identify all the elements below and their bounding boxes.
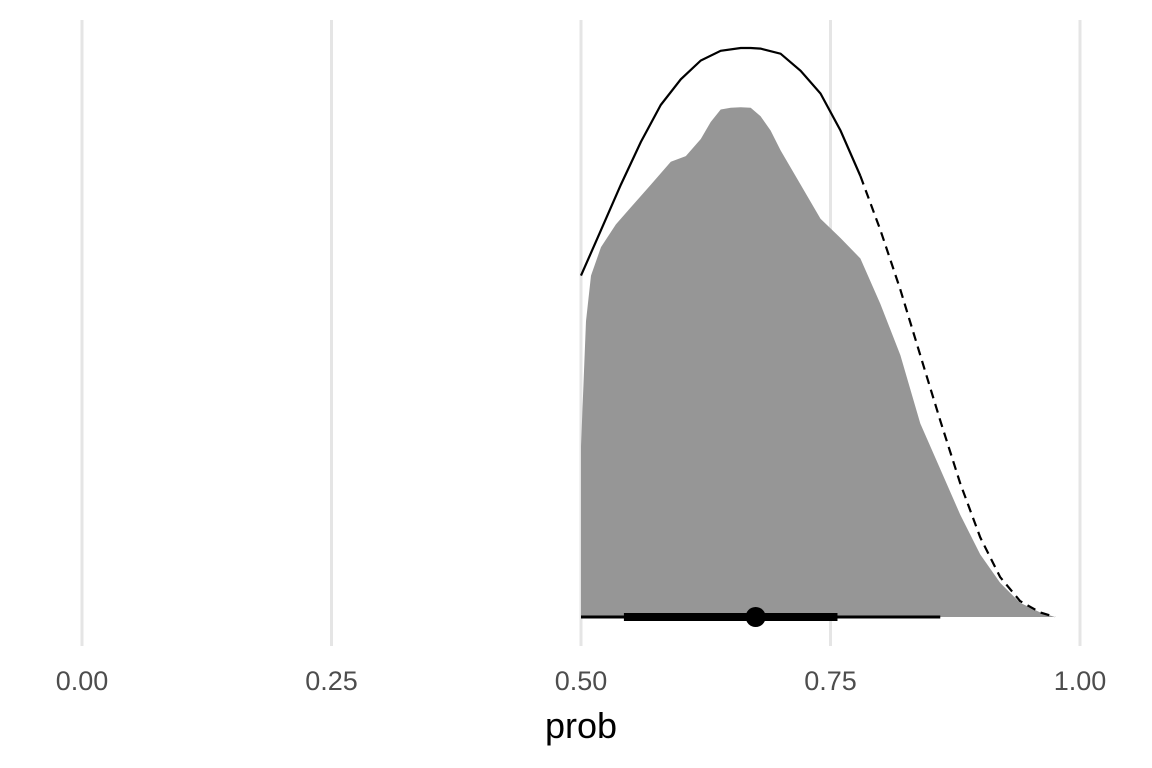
x-tick-label: 0.25 — [305, 666, 358, 696]
posterior-density-area — [581, 107, 1056, 617]
point-estimate — [745, 607, 766, 627]
x-tick-label: 0.75 — [804, 666, 857, 696]
x-axis-title: prob — [545, 705, 617, 746]
x-tick-label: 1.00 — [1054, 666, 1107, 696]
plot-marks — [579, 46, 1056, 627]
x-axis-ticks: 0.00 0.25 0.50 0.75 1.00 — [56, 666, 1107, 696]
prior-curve-dashed — [859, 175, 1056, 619]
prior-curve-solid — [579, 46, 862, 277]
x-tick-label: 0.00 — [56, 666, 109, 696]
x-tick-label: 0.50 — [555, 666, 608, 696]
